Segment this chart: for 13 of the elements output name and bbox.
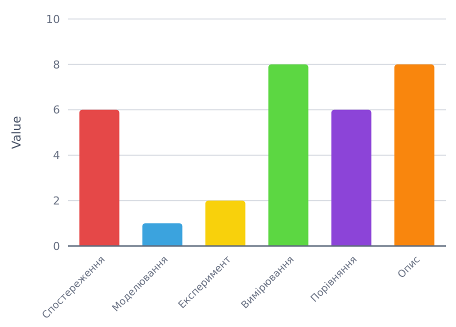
bar xyxy=(79,110,120,246)
y-tick-label: 2 xyxy=(53,194,60,208)
y-tick-label: 4 xyxy=(53,149,60,162)
bar xyxy=(205,200,246,246)
bar xyxy=(142,223,182,246)
y-tick-label: 10 xyxy=(46,12,60,26)
y-tick-label: 8 xyxy=(53,58,60,72)
bar xyxy=(394,64,434,246)
bar xyxy=(268,64,308,246)
y-tick-label: 0 xyxy=(53,240,60,253)
y-axis-title: Value xyxy=(9,116,24,149)
bar xyxy=(331,110,372,246)
y-tick-label: 6 xyxy=(53,104,60,117)
